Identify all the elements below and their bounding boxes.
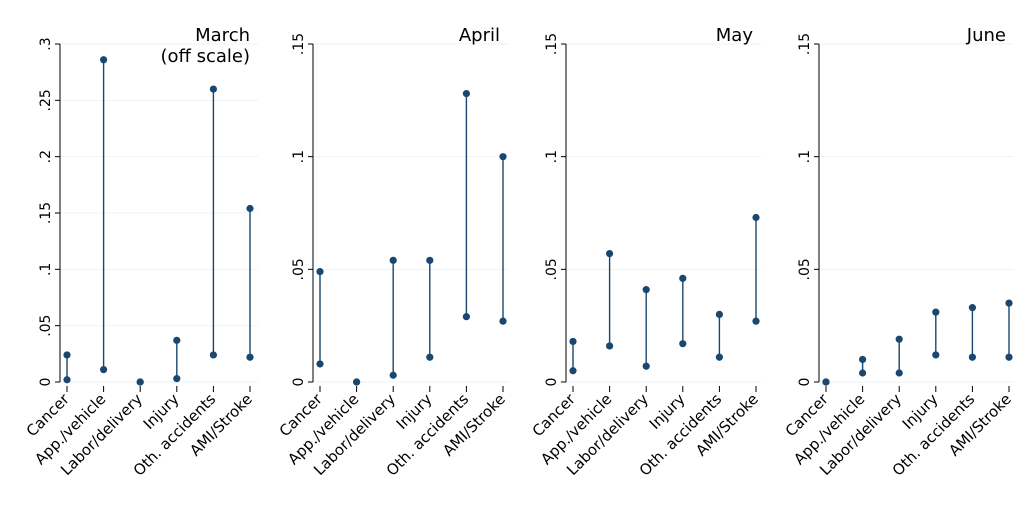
high-point (968, 304, 977, 312)
y-tick-label: .15 (544, 33, 560, 55)
high-point (569, 337, 577, 346)
panel-3: 0.05.1.15CancerApp./vehicleLabor/deliver… (782, 25, 1015, 480)
low-point (246, 353, 254, 361)
low-point (752, 317, 760, 325)
high-point (642, 286, 650, 294)
low-point (642, 362, 650, 370)
high-point (606, 249, 614, 258)
high-point (389, 256, 397, 264)
y-tick-label: .1 (38, 263, 54, 276)
y-tick-label: 0 (291, 378, 307, 387)
y-tick-label: 0 (544, 378, 560, 387)
y-tick-label: .05 (544, 258, 560, 280)
low-point (932, 351, 940, 359)
panel-title: June (966, 25, 1006, 46)
y-tick-label: .05 (291, 258, 307, 280)
y-tick-label: .15 (38, 202, 54, 224)
low-point (173, 375, 181, 383)
high-point (932, 308, 940, 316)
low-point (895, 369, 903, 377)
high-point (316, 267, 324, 276)
low-point (462, 313, 470, 321)
high-point (895, 335, 903, 343)
panel-2: 0.05.1.15CancerApp./vehicleLabor/deliver… (529, 25, 762, 480)
high-point (209, 85, 217, 93)
high-point (462, 89, 470, 98)
low-point (316, 360, 324, 368)
panel-title: April (459, 25, 500, 46)
panel-title: March (195, 25, 250, 46)
low-point (209, 351, 217, 359)
y-tick-label: .3 (38, 37, 54, 50)
panel-title: (off scale) (160, 46, 250, 67)
y-tick-label: .1 (544, 150, 560, 163)
panel-title: May (716, 25, 754, 46)
panel-1: 0.05.1.15CancerApp./vehicleLabor/deliver… (276, 25, 509, 480)
low-point (63, 376, 71, 384)
high-point (353, 378, 361, 386)
y-tick-label: 0 (797, 378, 813, 387)
low-point (859, 369, 867, 377)
y-tick-label: .15 (291, 33, 307, 55)
low-point (389, 371, 397, 379)
low-point (499, 317, 507, 325)
low-point (1005, 353, 1013, 361)
y-tick-label: 0 (38, 378, 54, 387)
high-point (752, 213, 760, 222)
low-point (715, 353, 724, 361)
high-point (715, 310, 724, 318)
low-point (426, 353, 434, 361)
low-point (100, 366, 108, 374)
y-tick-label: .05 (38, 315, 54, 337)
low-point (606, 342, 614, 350)
low-point (968, 353, 977, 361)
high-point (1005, 299, 1013, 307)
y-tick-label: .1 (291, 150, 307, 163)
high-point (173, 336, 181, 344)
high-point (100, 56, 108, 64)
y-tick-label: .2 (38, 150, 54, 163)
high-point (822, 378, 830, 386)
high-point (499, 153, 507, 161)
high-point (426, 256, 434, 264)
high-point (63, 351, 71, 359)
y-tick-label: .1 (797, 150, 813, 163)
high-point (246, 204, 254, 213)
low-point (679, 340, 687, 348)
y-tick-label: .25 (38, 89, 54, 111)
y-tick-label: .15 (797, 33, 813, 55)
high-point (679, 274, 687, 282)
y-tick-label: .05 (797, 258, 813, 280)
high-point (136, 378, 144, 386)
high-point (859, 355, 867, 364)
low-point (569, 367, 577, 375)
panel-0: 0.05.1.15.2.25.3CancerApp./vehicleLabor/… (23, 25, 258, 480)
